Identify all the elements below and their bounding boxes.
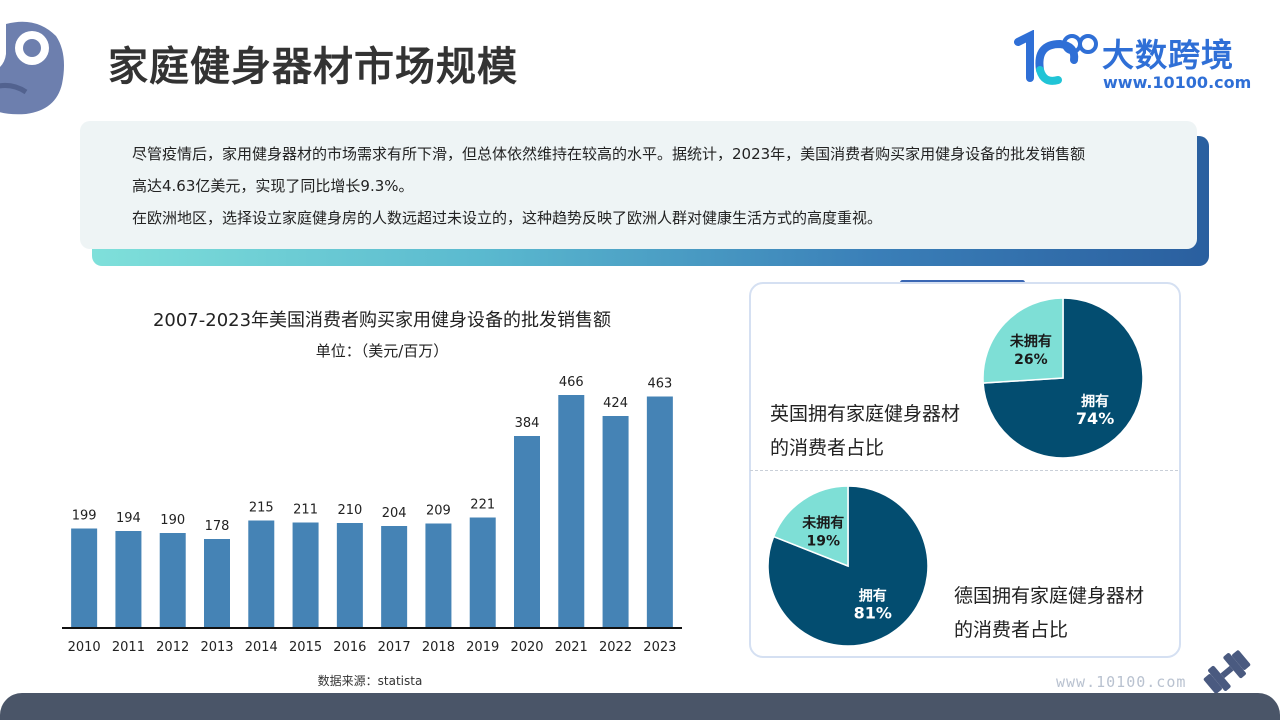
bar (381, 526, 408, 628)
bar-value-label: 210 (337, 503, 362, 518)
x-tick-label: 2018 (422, 640, 455, 655)
bar (159, 533, 186, 628)
bar-value-label: 199 (72, 509, 97, 524)
chart-unit: 单位：（美元/百万） (315, 342, 449, 360)
bar (248, 520, 275, 628)
pie-slice-label: 拥有 (1081, 393, 1109, 410)
x-tick-label: 2014 (245, 640, 278, 655)
logo-name: 大数跨境 (1102, 36, 1235, 74)
bar-value-label: 209 (426, 504, 451, 519)
x-tick-label: 2020 (510, 640, 543, 655)
brand-logo: 大数跨境 www.10100.com (1014, 30, 1254, 94)
summary-panel: 尽管疫情后，家用健身器材的市场需求有所下滑，但总体依然维持在较高的水平。据统计，… (80, 121, 1197, 249)
x-tick-label: 2010 (68, 640, 101, 655)
bar-chart: 199 2010 194 2011 190 2012 178 2013 215 2014 211 20… (62, 375, 682, 655)
bar-value-label: 215 (249, 501, 274, 516)
bar (292, 522, 319, 628)
x-tick-label: 2021 (555, 640, 588, 655)
bar (602, 416, 629, 628)
pie-slice-value: 81% (854, 603, 892, 622)
bar (558, 395, 585, 628)
x-tick-label: 2022 (599, 640, 632, 655)
bar (646, 396, 673, 628)
pie-slice-value: 74% (1076, 409, 1114, 428)
caption-line: 德国拥有家庭健身器材 (954, 585, 1145, 607)
pie-slice-value: 19% (807, 534, 841, 550)
page-title: 家庭健身器材市场规模 (108, 44, 518, 90)
bar (514, 436, 540, 628)
bar-value-label: 424 (603, 396, 628, 411)
bar-value-label: 466 (559, 375, 584, 390)
logo-mark-icon (1014, 30, 1098, 85)
bar (115, 531, 142, 628)
bar (71, 528, 98, 628)
chart-title: 2007-2023年美国消费者购买家用健身设备的批发销售额 (152, 310, 612, 331)
summary-line: 在欧洲地区，选择设立家庭健身房的人数远超过未设立的，这种趋势反映了欧洲人群对健康… (132, 209, 883, 227)
bar-value-label: 190 (160, 513, 185, 528)
x-tick-label: 2017 (378, 640, 411, 655)
x-tick-label: 2012 (156, 640, 189, 655)
footer-bar (0, 693, 1280, 720)
bar (336, 523, 363, 628)
bar-value-label: 384 (515, 416, 540, 431)
caption-line: 的消费者占比 (954, 619, 1069, 641)
bar-value-label: 463 (647, 377, 672, 392)
x-tick-label: 2019 (466, 640, 499, 655)
pie-slice-label: 未拥有 (1010, 333, 1052, 350)
pie-slice-value: 26% (1014, 352, 1048, 368)
bar-value-label: 221 (470, 498, 495, 513)
logo-url: www.10100.com (1103, 73, 1252, 92)
pie-slice (772, 485, 849, 568)
bar (425, 523, 452, 628)
mascot-icon (0, 21, 64, 115)
x-tick-label: 2011 (112, 640, 145, 655)
x-tick-label: 2023 (643, 640, 676, 655)
card-divider (750, 470, 1178, 471)
dumbbell-icon (1203, 650, 1251, 694)
x-tick-label: 2015 (289, 640, 322, 655)
footer-watermark: www.10100.com (1056, 673, 1187, 691)
bar-value-label: 211 (293, 503, 318, 518)
bar-value-label: 204 (382, 506, 407, 521)
bar-value-label: 178 (205, 519, 230, 534)
summary-line: 尽管疫情后，家用健身器材的市场需求有所下滑，但总体依然维持在较高的水平。据统计，… (132, 145, 1086, 163)
pie-slice-label: 未拥有 (802, 515, 844, 532)
caption-line: 的消费者占比 (770, 437, 885, 459)
bar (469, 517, 496, 628)
pie-slice (982, 297, 1064, 384)
de-pie-caption: 德国拥有家庭健身器材 的消费者占比 (954, 579, 1144, 647)
pie-slice-label: 拥有 (859, 587, 887, 604)
caption-line: 英国拥有家庭健身器材 (770, 403, 961, 425)
chart-source: 数据来源：statista (317, 674, 423, 688)
uk-pie-caption: 英国拥有家庭健身器材 的消费者占比 (770, 397, 960, 465)
x-tick-label: 2016 (333, 640, 366, 655)
summary-line: 高达4.63亿美元，实现了同比增长9.3%。 (132, 177, 414, 195)
bar-value-label: 194 (116, 511, 141, 526)
bar (204, 539, 230, 628)
x-tick-label: 2013 (200, 640, 233, 655)
